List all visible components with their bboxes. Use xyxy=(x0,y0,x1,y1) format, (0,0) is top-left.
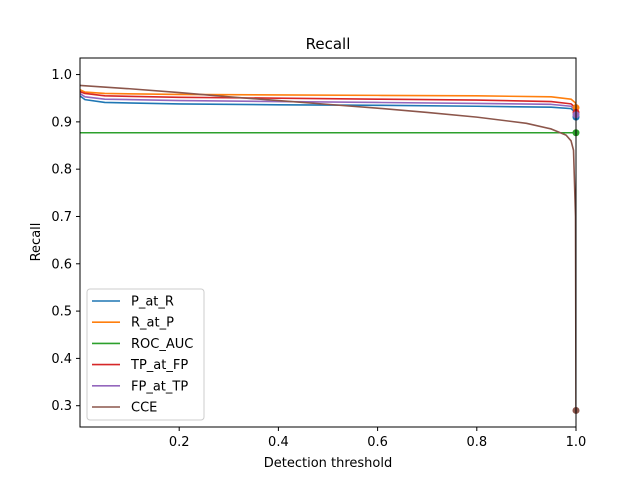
legend-label-roc-auc: ROC_AUC xyxy=(131,337,193,352)
series-line-cce xyxy=(80,84,576,411)
legend-label-cce: CCE xyxy=(131,401,157,416)
y-tick-label: 0.9 xyxy=(51,115,72,130)
x-axis-ticks: 0.2 0.4 0.6 0.8 1.0 xyxy=(169,427,586,450)
plot-lines xyxy=(80,84,576,411)
y-axis-ticks: 0.3 0.4 0.5 0.6 0.7 0.8 0.9 1.0 xyxy=(51,68,80,414)
series-line-p-at-r xyxy=(80,95,576,118)
legend-label-fp-at-tp: FP_at_TP xyxy=(131,379,188,394)
x-tick-label: 0.4 xyxy=(268,435,289,450)
chart-title: Recall xyxy=(306,35,351,53)
series-line-r-at-p xyxy=(80,88,576,108)
x-tick-label: 0.8 xyxy=(466,435,487,450)
series-line-tp-at-fp xyxy=(80,90,576,113)
y-tick-label: 0.7 xyxy=(51,210,72,225)
y-tick-label: 0.8 xyxy=(51,163,72,178)
x-tick-label: 0.2 xyxy=(169,435,190,450)
y-axis-label: Recall xyxy=(29,223,44,262)
x-tick-label: 1.0 xyxy=(566,435,587,450)
y-tick-label: 0.3 xyxy=(51,399,72,414)
y-tick-label: 0.5 xyxy=(51,305,72,320)
legend: P_at_R R_at_P ROC_AUC TP_at_FP FP_at_TP CCE xyxy=(86,288,205,421)
y-tick-label: 1.0 xyxy=(51,68,72,83)
legend-label-tp-at-fp: TP_at_FP xyxy=(130,358,188,373)
legend-label-p-at-r: P_at_R xyxy=(131,295,174,310)
plot-frame xyxy=(79,57,577,428)
x-tick-label: 0.6 xyxy=(367,435,388,450)
y-tick-label: 0.4 xyxy=(51,352,72,367)
legend-label-r-at-p: R_at_P xyxy=(131,316,174,331)
y-tick-label: 0.6 xyxy=(51,257,72,272)
x-axis-label: Detection threshold xyxy=(264,456,393,471)
